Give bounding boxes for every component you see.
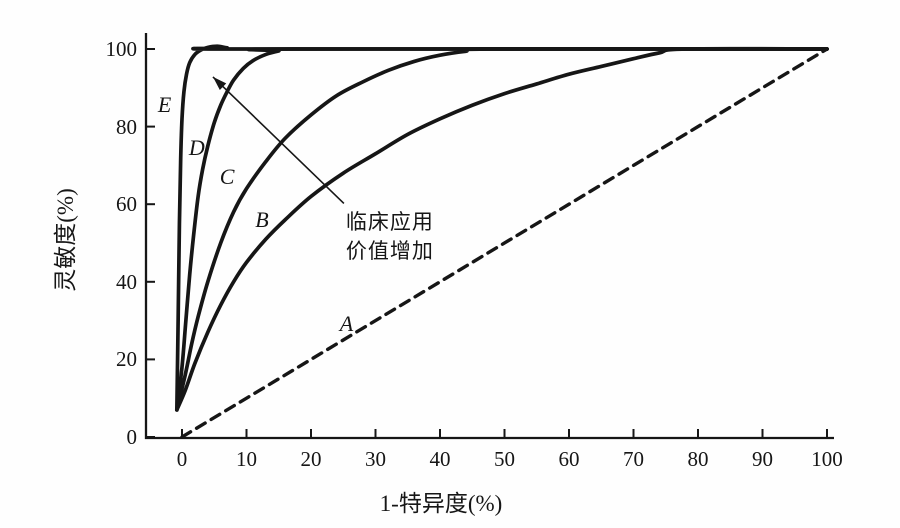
x-tick-label-40: 40 <box>429 447 451 471</box>
roc-curve-B <box>174 46 829 412</box>
x-tick-label-60: 60 <box>558 447 580 471</box>
x-tick-label-100: 100 <box>811 447 843 471</box>
y-tick-label-60: 60 <box>116 192 137 217</box>
roc-curve-C <box>174 46 829 412</box>
x-tick-label-20: 20 <box>300 447 322 471</box>
axes-lines <box>144 33 834 440</box>
annotation-clinical-value: 临床应用 价值增加 <box>346 208 434 266</box>
y-tick-label-100: 100 <box>105 37 138 61</box>
curve-label-D: D <box>188 134 205 160</box>
roc-curve-A <box>180 47 829 439</box>
x-tick-label-10: 10 <box>236 447 257 471</box>
annotation-line-1: 临床应用 <box>345 210 434 235</box>
annotation-line-2: 价值增加 <box>345 239 434 264</box>
x-tick-label-70: 70 <box>623 447 644 471</box>
curve-label-A: A <box>339 311 354 337</box>
x-tick-label-30: 30 <box>365 447 386 471</box>
y-tick-label-0: 0 <box>126 425 138 449</box>
x-tick-label-80: 80 <box>687 447 709 471</box>
roc-curve-E <box>174 44 829 412</box>
curve-label-C: C <box>219 164 235 190</box>
curve-label-E: E <box>157 92 172 118</box>
x-axis-title: 1-特异度(%) <box>379 491 503 516</box>
curve-label-B: B <box>255 206 269 232</box>
x-tick-label-50: 50 <box>494 447 515 471</box>
y-tick-label-40: 40 <box>116 269 137 294</box>
y-tick-label-20: 20 <box>116 347 137 372</box>
y-axis-title: 灵敏度(%) <box>53 188 78 292</box>
y-tick-label-80: 80 <box>116 114 137 139</box>
x-tick-label-0: 0 <box>176 447 188 471</box>
annotation-arrowhead-icon <box>212 76 227 90</box>
annotation-arrow-line <box>212 76 345 204</box>
x-tick-label-90: 90 <box>752 447 773 471</box>
